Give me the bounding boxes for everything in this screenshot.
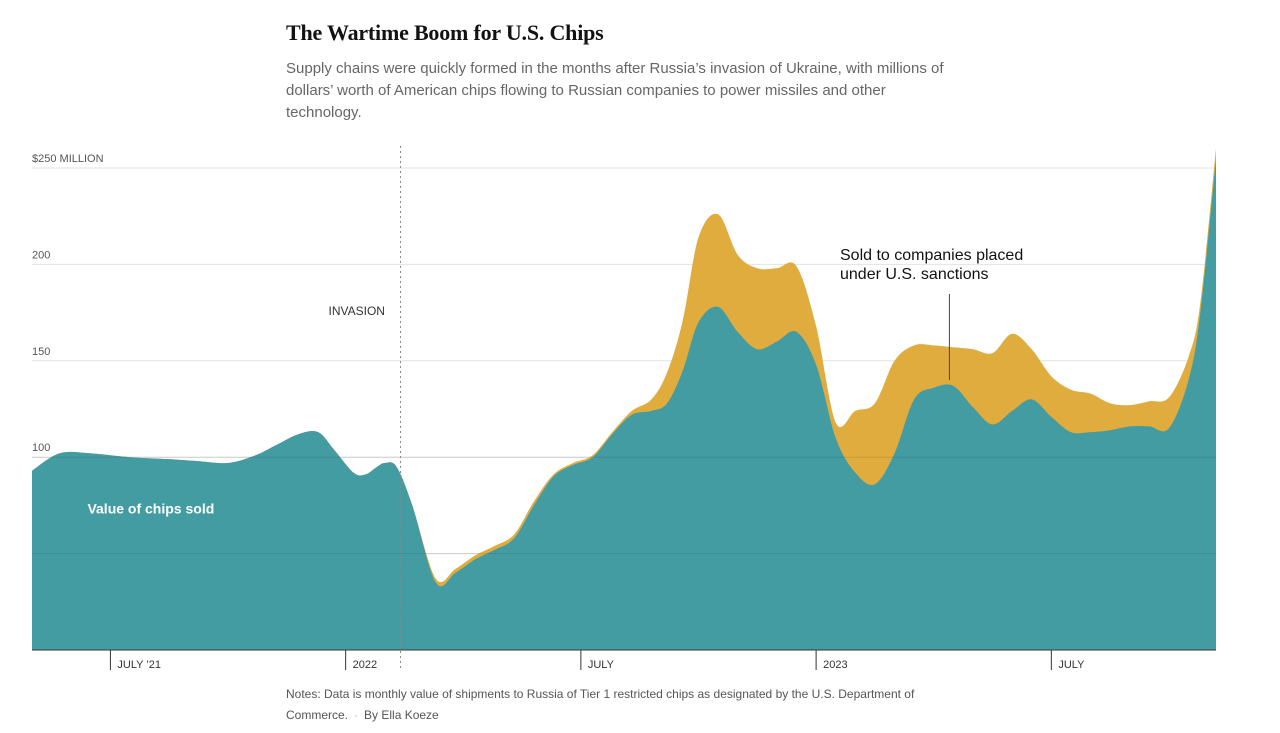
notes-separator: · [354, 708, 359, 722]
chart-subtitle: Supply chains were quickly formed in the… [286, 60, 944, 121]
y-tick-label: 200 [32, 249, 50, 261]
x-tick-label: JULY [1058, 659, 1085, 671]
x-tick-label: JULY ’21 [117, 659, 161, 671]
series-label-sanctions: under U.S. sanctions [840, 266, 989, 283]
y-tick-label: $250 MILLION [32, 153, 104, 165]
series-label-chips-sold: Value of chips sold [87, 500, 214, 516]
x-tick-label: 2022 [353, 659, 377, 671]
stacked-area-chart: $250 MILLION20015010050JULY ’212022JULY2… [32, 146, 1216, 671]
chips-sold-area [32, 158, 1216, 651]
x-tick-label: JULY [588, 659, 615, 671]
chart-title: The Wartime Boom for U.S. Chips [286, 20, 604, 45]
x-tick-label: 2023 [823, 659, 847, 671]
series-label-sanctions: Sold to companies placed [840, 247, 1023, 264]
chart-notes: Notes: Data is monthly value of shipment… [286, 684, 946, 726]
y-tick-label: 100 [32, 442, 50, 454]
invasion-label: INVASION [329, 304, 385, 318]
y-tick-label: 150 [32, 346, 50, 358]
byline: By Ella Koeze [364, 708, 439, 722]
notes-text: Notes: Data is monthly value of shipment… [286, 687, 915, 722]
